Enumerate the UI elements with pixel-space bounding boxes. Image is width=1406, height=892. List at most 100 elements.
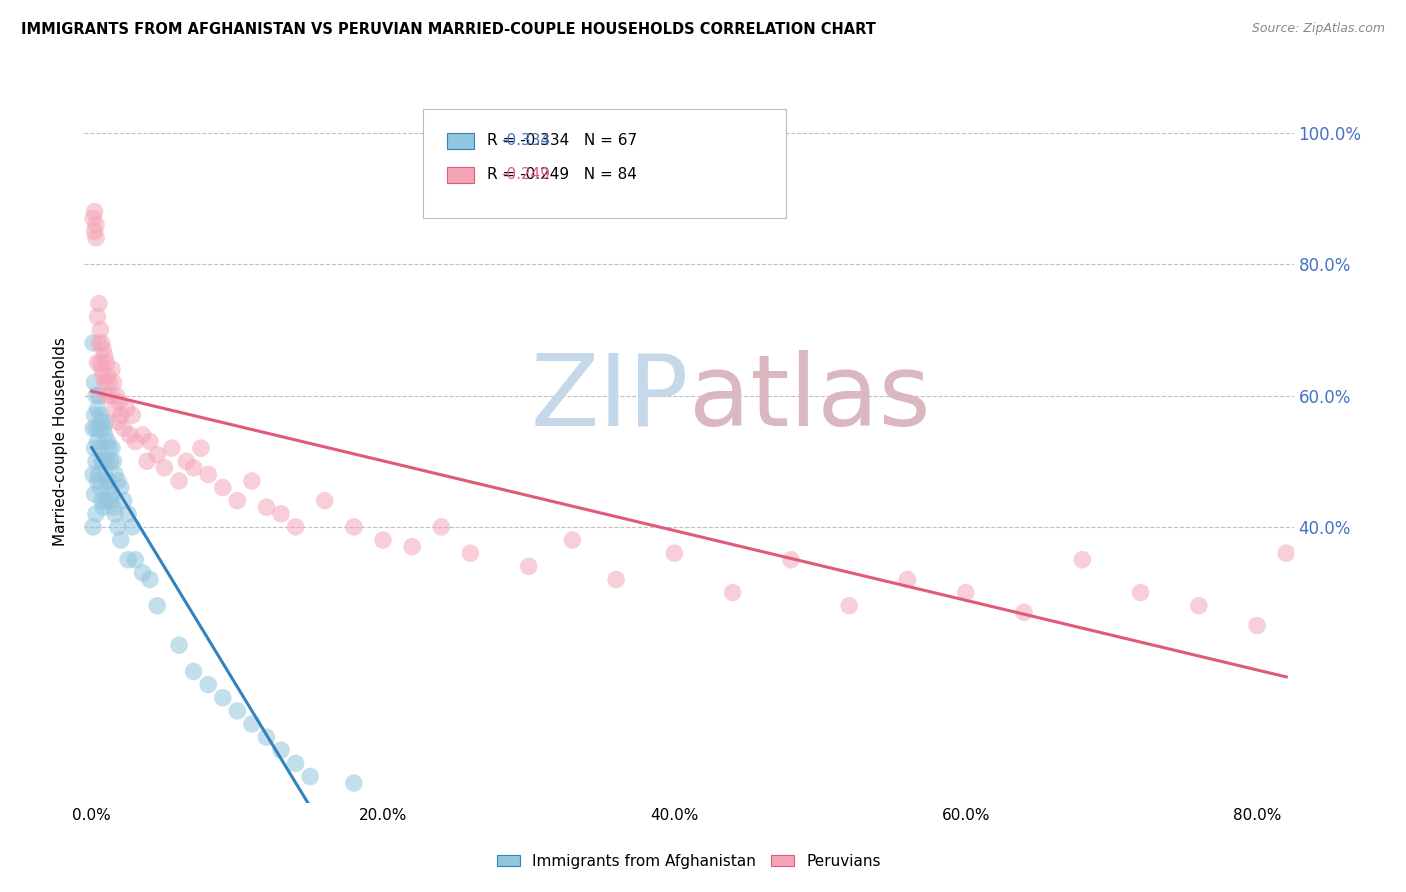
Point	[98, 376, 121, 390]
Point	[86, 474, 108, 488]
Point	[100, 493, 122, 508]
Point	[103, 500, 125, 515]
Point	[721, 585, 744, 599]
Point	[90, 362, 112, 376]
Point	[139, 434, 162, 449]
Point	[98, 441, 121, 455]
Point	[117, 507, 139, 521]
Point	[103, 376, 125, 390]
Point	[118, 428, 141, 442]
Point	[89, 356, 111, 370]
Bar	[447, 133, 474, 149]
Point	[83, 409, 105, 423]
Point	[90, 336, 112, 351]
Point	[90, 454, 112, 468]
Point	[343, 520, 366, 534]
Point	[211, 481, 233, 495]
Text: R = -0.334   N = 67: R = -0.334 N = 67	[486, 134, 637, 148]
Point	[86, 310, 108, 324]
Point	[153, 460, 176, 475]
Point	[256, 730, 278, 744]
Point	[139, 573, 162, 587]
Point	[780, 553, 803, 567]
Point	[83, 204, 105, 219]
Point	[94, 428, 117, 442]
Point	[112, 421, 135, 435]
Point	[1012, 605, 1035, 619]
Point	[343, 776, 366, 790]
Point	[197, 467, 219, 482]
Text: R = -0.249   N = 84: R = -0.249 N = 84	[486, 168, 637, 183]
Point	[83, 376, 105, 390]
Point	[97, 434, 120, 449]
Point	[98, 481, 121, 495]
Point	[131, 566, 153, 580]
Point	[1071, 553, 1094, 567]
Point	[838, 599, 860, 613]
Point	[91, 500, 114, 515]
FancyBboxPatch shape	[423, 109, 786, 218]
Point	[1246, 618, 1268, 632]
Point	[94, 376, 117, 390]
Point	[517, 559, 540, 574]
Point	[97, 368, 120, 383]
Point	[100, 388, 122, 402]
Point	[270, 743, 292, 757]
Point	[84, 388, 107, 402]
Point	[107, 520, 129, 534]
Y-axis label: Married-couple Households: Married-couple Households	[53, 337, 69, 546]
Point	[89, 323, 111, 337]
Point	[89, 409, 111, 423]
Text: Source: ZipAtlas.com: Source: ZipAtlas.com	[1251, 22, 1385, 36]
Point	[167, 638, 190, 652]
Point	[91, 368, 114, 383]
Point	[86, 434, 108, 449]
Point	[110, 481, 132, 495]
Point	[314, 493, 336, 508]
Point	[896, 573, 918, 587]
Text: IMMIGRANTS FROM AFGHANISTAN VS PERUVIAN MARRIED-COUPLE HOUSEHOLDS CORRELATION CH: IMMIGRANTS FROM AFGHANISTAN VS PERUVIAN …	[21, 22, 876, 37]
Point	[561, 533, 583, 547]
Point	[87, 388, 110, 402]
Point	[121, 409, 143, 423]
Point	[96, 493, 118, 508]
Point	[1188, 599, 1211, 613]
Point	[240, 474, 263, 488]
Point	[107, 474, 129, 488]
Point	[107, 415, 129, 429]
Text: -0.334: -0.334	[502, 134, 551, 148]
Legend: Immigrants from Afghanistan, Peruvians: Immigrants from Afghanistan, Peruvians	[491, 847, 887, 875]
Text: atlas: atlas	[689, 350, 931, 447]
Point	[97, 474, 120, 488]
Point	[136, 454, 159, 468]
Point	[90, 415, 112, 429]
Point	[82, 421, 104, 435]
Point	[91, 454, 114, 468]
Point	[96, 454, 118, 468]
Point	[110, 533, 132, 547]
Point	[664, 546, 686, 560]
Point	[100, 454, 122, 468]
Point	[183, 665, 205, 679]
Text: ZIP: ZIP	[530, 350, 689, 447]
Point	[240, 717, 263, 731]
Point	[146, 599, 169, 613]
Point	[108, 395, 131, 409]
Point	[103, 454, 125, 468]
Point	[460, 546, 482, 560]
Point	[117, 553, 139, 567]
Point	[121, 520, 143, 534]
Point	[82, 211, 104, 226]
Point	[104, 507, 127, 521]
Point	[211, 690, 233, 705]
Point	[371, 533, 394, 547]
Point	[94, 349, 117, 363]
Point	[124, 553, 146, 567]
Point	[112, 493, 135, 508]
Point	[104, 467, 127, 482]
Point	[90, 493, 112, 508]
Point	[82, 520, 104, 534]
Point	[89, 481, 111, 495]
Point	[89, 441, 111, 455]
Point	[91, 343, 114, 357]
